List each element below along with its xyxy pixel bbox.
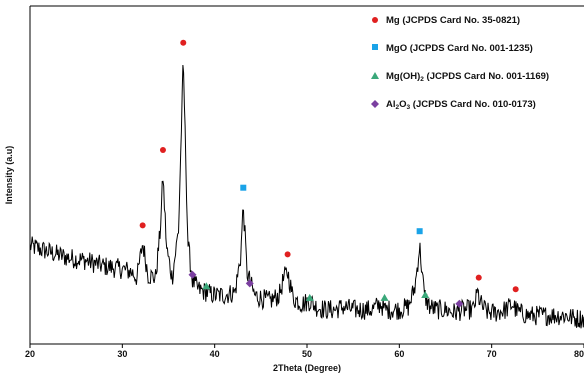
x-axis-ticks: 20 30 40 50 60 70 80 — [25, 344, 584, 359]
y-axis-title: Intensity (a.u) — [4, 146, 14, 205]
legend-label-mgoh2-formula: Mg(OH) — [386, 71, 420, 82]
marker-circle-3 — [284, 251, 291, 258]
legend-label-al2o3-sub2: 3 — [407, 104, 411, 111]
marker-diamond-1 — [245, 279, 254, 288]
marker-diamond-2 — [455, 299, 464, 308]
marker-circle-5 — [512, 286, 519, 293]
marker-triangle-2 — [380, 293, 389, 301]
marker-square-0 — [240, 184, 247, 191]
marker-circle-2 — [180, 39, 187, 46]
marker-triangle-1 — [305, 293, 314, 301]
marker-square-1 — [416, 228, 423, 235]
legend-marker-al2o3 — [371, 100, 379, 108]
legend-label-al2o3-al: Al — [386, 99, 396, 110]
marker-triangle-3 — [421, 291, 430, 298]
legend-marker-mg — [372, 17, 378, 23]
x-tick-label-30: 30 — [117, 349, 127, 359]
x-axis-title: 2Theta (Degree) — [273, 363, 341, 373]
legend-marker-mgo — [372, 44, 378, 50]
x-tick-label-20: 20 — [25, 349, 35, 359]
x-tick-label-50: 50 — [302, 349, 312, 359]
legend-item-al2o3: Al2O3 (JCPDS Card No. 010-0173) — [371, 99, 536, 111]
legend-label-mg: Mg (JCPDS Card No. 35-0821) — [386, 15, 520, 26]
diffraction-pattern-line — [29, 64, 584, 329]
marker-circle-4 — [475, 274, 482, 281]
legend-label-mgoh2-sub: 2 — [420, 76, 424, 83]
legend-item-mgoh2: Mg(OH)2 (JCPDS Card No. 001-1169) — [371, 71, 549, 83]
marker-circle-0 — [139, 222, 146, 229]
x-tick-label-40: 40 — [210, 349, 220, 359]
legend-label-al2o3: Al2O3 (JCPDS Card No. 010-0173) — [386, 99, 536, 111]
legend-label-mgo: MgO (JCPDS Card No. 001-1235) — [386, 43, 533, 54]
x-tick-label-80: 80 — [574, 349, 584, 359]
legend-label-mgoh2-card: (JCPDS Card No. 001-1169) — [424, 71, 549, 82]
x-tick-label-60: 60 — [394, 349, 404, 359]
legend-item-mgo: MgO (JCPDS Card No. 001-1235) — [372, 43, 533, 54]
legend-label-mgoh2: Mg(OH)2 (JCPDS Card No. 001-1169) — [386, 71, 549, 83]
legend-label-al2o3-card: (JCPDS Card No. 010-0173) — [410, 99, 536, 110]
marker-circle-1 — [159, 147, 166, 153]
legend: Mg (JCPDS Card No. 35-0821) MgO (JCPDS C… — [371, 15, 549, 111]
marker-diamond-0 — [188, 270, 197, 279]
legend-marker-mgoh2 — [371, 72, 379, 79]
legend-label-al2o3-o: O — [399, 99, 406, 110]
x-tick-label-70: 70 — [487, 349, 497, 359]
plot-area: 20 30 40 50 60 70 80 — [25, 5, 584, 359]
legend-item-mg: Mg (JCPDS Card No. 35-0821) — [372, 15, 520, 26]
phase-markers — [139, 39, 519, 308]
legend-label-al2o3-sub1: 2 — [396, 104, 400, 111]
marker-triangle-0 — [202, 282, 211, 290]
